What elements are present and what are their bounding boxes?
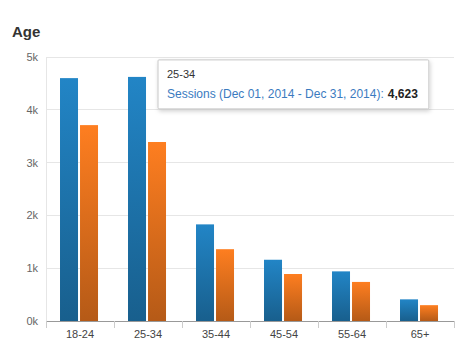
bar[interactable] <box>284 274 302 321</box>
y-axis-line <box>46 58 47 322</box>
series <box>80 125 438 321</box>
y-tick: 0k <box>26 315 46 327</box>
y-tick: 2k <box>26 209 46 221</box>
bar[interactable] <box>332 271 350 321</box>
bar[interactable] <box>80 125 98 321</box>
y-tick-label: 3k <box>26 157 38 169</box>
grid-line <box>46 109 454 110</box>
y-axis: 0k 1k 2k 3k 4k 5k <box>26 51 46 327</box>
bar[interactable] <box>148 142 166 321</box>
x-tick-label: 45-54 <box>270 328 298 340</box>
x-tick-label: 65+ <box>411 328 430 340</box>
x-tick: 65+ <box>411 321 430 340</box>
grid <box>46 57 454 321</box>
x-separator <box>318 321 319 328</box>
x-tick: 18-24 <box>66 321 94 340</box>
x-separators <box>46 321 454 328</box>
x-axis: 18-24 25-34 35-44 45-54 55-64 65+ <box>47 321 455 340</box>
x-tick-label: 55-64 <box>338 328 366 340</box>
y-tick: 1k <box>26 262 46 274</box>
y-tick-label: 0k <box>26 315 38 327</box>
series <box>60 77 418 321</box>
bars <box>60 77 438 321</box>
title: Age <box>12 23 40 40</box>
tooltip-box <box>158 60 429 109</box>
bar[interactable] <box>60 78 78 321</box>
grid-line <box>46 57 454 58</box>
x-separator <box>182 321 183 328</box>
x-tick-label: 18-24 <box>66 328 94 340</box>
bar[interactable] <box>352 282 370 321</box>
bar[interactable] <box>196 224 214 321</box>
x-separator <box>250 321 251 328</box>
bar[interactable] <box>400 299 418 321</box>
grid-line <box>46 162 454 163</box>
bar[interactable] <box>216 249 234 321</box>
tooltip-text: Sessions (Dec 01, 2014 - Dec 31, 2014): <box>167 87 384 101</box>
chart: Age 0k 1k 2k 3k 4k 5k 18-24 25-34 35-44 45-54 55-64… <box>0 0 475 356</box>
x-tick-label: 35-44 <box>202 328 230 340</box>
grid-line <box>46 268 454 269</box>
x-tick: 45-54 <box>270 321 298 340</box>
tooltip-title: 25-34 <box>167 68 195 80</box>
y-tick-label: 2k <box>26 209 38 221</box>
x-tick: 25-34 <box>134 321 162 340</box>
tooltip-value: 4,623 <box>388 87 418 101</box>
x-separator <box>454 321 455 328</box>
y-tick-label: 1k <box>26 262 38 274</box>
x-tick-label: 25-34 <box>134 328 162 340</box>
tooltip: 25-34 Sessions (Dec 01, 2014 - Dec 31, 20… <box>158 60 429 109</box>
bar[interactable] <box>264 260 282 321</box>
tooltip-line: Sessions (Dec 01, 2014 - Dec 31, 2014): 4… <box>167 87 418 101</box>
bar[interactable] <box>420 305 438 321</box>
x-tick: 35-44 <box>202 321 230 340</box>
x-tick: 55-64 <box>338 321 366 340</box>
x-separator <box>386 321 387 328</box>
y-tick-label: 5k <box>26 51 38 63</box>
y-tick: 4k <box>26 104 46 116</box>
grid-line <box>46 215 454 216</box>
bar[interactable] <box>128 77 146 321</box>
x-separator <box>114 321 115 328</box>
x-separator <box>46 321 47 328</box>
y-tick: 5k <box>26 51 46 63</box>
y-tick: 3k <box>26 157 46 169</box>
y-tick-label: 4k <box>26 104 38 116</box>
